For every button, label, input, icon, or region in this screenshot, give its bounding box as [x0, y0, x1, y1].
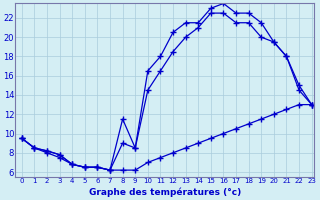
X-axis label: Graphe des températures (°c): Graphe des températures (°c) — [89, 187, 241, 197]
